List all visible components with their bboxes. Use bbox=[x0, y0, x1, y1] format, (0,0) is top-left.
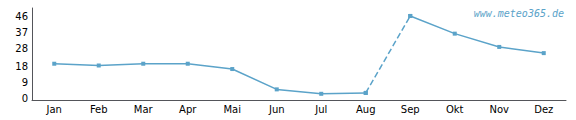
svg-text:Apr: Apr bbox=[179, 104, 197, 115]
svg-text:Mai: Mai bbox=[223, 104, 241, 115]
svg-text:46: 46 bbox=[15, 11, 28, 22]
svg-text:Jul: Jul bbox=[314, 104, 327, 115]
svg-text:0: 0 bbox=[22, 93, 28, 104]
svg-text:37: 37 bbox=[15, 27, 28, 38]
svg-text:www.meteo365.de: www.meteo365.de bbox=[474, 8, 564, 19]
svg-text:9: 9 bbox=[22, 77, 28, 88]
svg-text:Jan: Jan bbox=[46, 104, 62, 115]
svg-text:Aug: Aug bbox=[356, 104, 376, 115]
svg-text:Jun: Jun bbox=[268, 104, 285, 115]
svg-text:Sep: Sep bbox=[401, 104, 420, 115]
svg-text:Feb: Feb bbox=[90, 104, 108, 115]
svg-text:Okt: Okt bbox=[446, 104, 464, 115]
svg-text:Mar: Mar bbox=[134, 104, 154, 115]
svg-text:Nov: Nov bbox=[489, 104, 509, 115]
svg-text:28: 28 bbox=[15, 43, 28, 54]
svg-text:18: 18 bbox=[15, 61, 28, 72]
svg-text:Dez: Dez bbox=[534, 104, 553, 115]
